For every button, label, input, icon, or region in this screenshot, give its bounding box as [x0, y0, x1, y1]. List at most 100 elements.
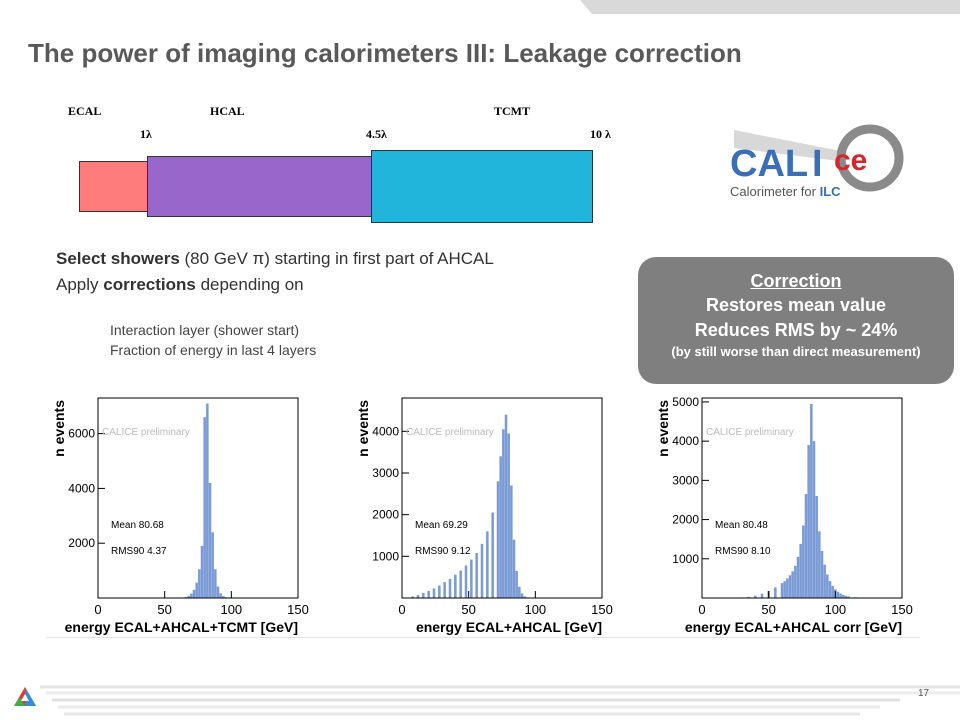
tcmt-label: TCMT: [494, 104, 530, 118]
histogram-bin: [219, 593, 222, 598]
histogram-bin: [839, 593, 842, 598]
histogram-bin: [200, 545, 204, 598]
calice-logo-graphic: CAL I ce Calorimeter for ILC: [730, 124, 904, 199]
correction-line-1: Restores mean value: [705, 295, 887, 315]
histogram-bin: [195, 582, 198, 598]
x-tick-label: 150: [891, 602, 913, 617]
histogram-bin: [222, 596, 225, 598]
histogram-bin: [459, 570, 462, 598]
sub-bullet-1: Interaction layer (shower start): [110, 322, 300, 338]
histogram-bin: [807, 445, 810, 598]
histogram-bins: [406, 414, 532, 598]
x-tick-label: 150: [287, 602, 309, 617]
histogram-bin: [448, 578, 452, 598]
histogram-bin: [504, 414, 508, 598]
histogram-bin: [796, 556, 800, 598]
stat-label: RMS90 4.37: [111, 546, 167, 557]
logo-caption: Calorimeter for ILC: [730, 184, 841, 199]
y-tick-label: 1000: [672, 552, 699, 566]
x-tick-label: 50: [157, 602, 171, 617]
histogram-bin: [214, 569, 217, 598]
stat-label: RMS90 8.10: [715, 546, 771, 557]
plot-frame: [401, 397, 603, 599]
y-tick-label: 2000: [372, 508, 399, 522]
x-tick-label: 100: [524, 602, 546, 617]
histogram-bin: [502, 429, 505, 598]
histogram-bin: [475, 553, 478, 598]
bullet-line-2: Apply corrections depending on: [56, 272, 494, 298]
histogram-bin: [828, 581, 832, 598]
histogram-bin: [206, 403, 209, 598]
histogram-bin: [794, 565, 797, 598]
x-axis-label: energy ECAL+AHCAL+TCMT [GeV]: [65, 619, 298, 635]
tcmt-block: [371, 150, 593, 223]
histogram-no-correction: 0 50 100 150 1000 2000 3000 4000 energy ECAL+AHC…: [355, 397, 613, 635]
histogram-bin: [788, 575, 792, 598]
histogram-bin: [187, 595, 190, 598]
histogram-bin: [192, 589, 196, 598]
histogram-bin: [203, 417, 206, 598]
correction-callout: Correction Restores mean value Reduces R…: [638, 257, 954, 384]
histogram-bin: [464, 565, 468, 598]
plots-divider: [46, 637, 920, 638]
correction-line-2: Reduces RMS by ~ 24%: [694, 320, 898, 340]
y-tick-label: 4000: [372, 424, 399, 438]
x-tick-label: 0: [398, 602, 405, 617]
page-number: 17: [918, 688, 930, 699]
histogram-bin: [815, 496, 818, 598]
bullet-1-text: (80 GeV π) starting in first part of AHC…: [179, 249, 494, 268]
footer-logo-icon: [14, 687, 36, 706]
stat-label: Mean 80.48: [715, 520, 768, 531]
calice-logo: CAL I ce Calorimeter for ILC: [726, 118, 906, 202]
ecal-block: [79, 161, 149, 212]
preliminary-annotation: CALICE preliminary: [102, 427, 190, 438]
histogram-bin: [515, 570, 518, 598]
histogram-bin: [520, 593, 524, 598]
histogram-bin: [523, 596, 526, 598]
y-tick-label: 4000: [672, 434, 699, 448]
histogram-bin: [211, 532, 214, 598]
histogram-bin: [480, 543, 484, 598]
y-axis-label: n events: [51, 400, 67, 457]
bullet-1-bold: Select showers: [56, 249, 180, 268]
x-tick-label: 100: [824, 602, 846, 617]
y-tick-label: 1000: [372, 549, 399, 563]
histogram-bin: [823, 564, 826, 598]
histogram-bin: [760, 593, 764, 598]
x-tick-label: 50: [461, 602, 475, 617]
ecal-label: ECAL: [68, 104, 102, 118]
histogram-bin: [416, 595, 420, 598]
histogram-bin: [454, 574, 457, 598]
histogram-bin: [804, 494, 808, 598]
logo-text-i: I: [812, 143, 823, 185]
histogram-bin: [512, 539, 516, 598]
x-tick-label: 0: [698, 602, 705, 617]
x-tick-label: 100: [220, 602, 242, 617]
x-tick-label: 50: [761, 602, 775, 617]
histogram-bin: [198, 569, 201, 598]
plot-frame: [701, 397, 903, 599]
histogram-bins: [179, 403, 233, 598]
bullet-line-1: Select showers (80 GeV π) starting in fi…: [56, 246, 494, 272]
histogram-bin: [826, 574, 829, 598]
histogram-bin: [411, 596, 414, 598]
preliminary-annotation: CALICE preliminary: [706, 427, 794, 438]
histogram-bin: [842, 594, 845, 598]
lambda-mark-1: 1λ: [140, 127, 152, 141]
histogram-bin: [499, 456, 502, 598]
sub-bullet-list: Interaction layer (shower start) Fractio…: [110, 320, 316, 360]
histogram-bin: [774, 587, 777, 598]
histogram-bin: [507, 433, 510, 598]
bullet-2-pre: Apply: [56, 275, 104, 294]
histogram-bin: [818, 531, 821, 598]
x-axis-label: energy ECAL+AHCAL corr [GeV]: [685, 619, 902, 635]
histogram-bin: [216, 586, 220, 598]
slide-title: The power of imaging calorimeters III: L…: [28, 38, 742, 68]
y-axis-label: n events: [655, 400, 671, 457]
histogram-leakage-tcmt: 0 50 100 150 2000 4000 6000 energy ECAL+AHCAL+T…: [51, 397, 309, 635]
plot-frame: [97, 397, 299, 599]
stat-label: RMS90 9.12: [415, 546, 471, 557]
y-tick-label: 2000: [68, 536, 95, 550]
y-tick-label: 3000: [372, 466, 399, 480]
y-tick-label: 4000: [68, 481, 95, 495]
